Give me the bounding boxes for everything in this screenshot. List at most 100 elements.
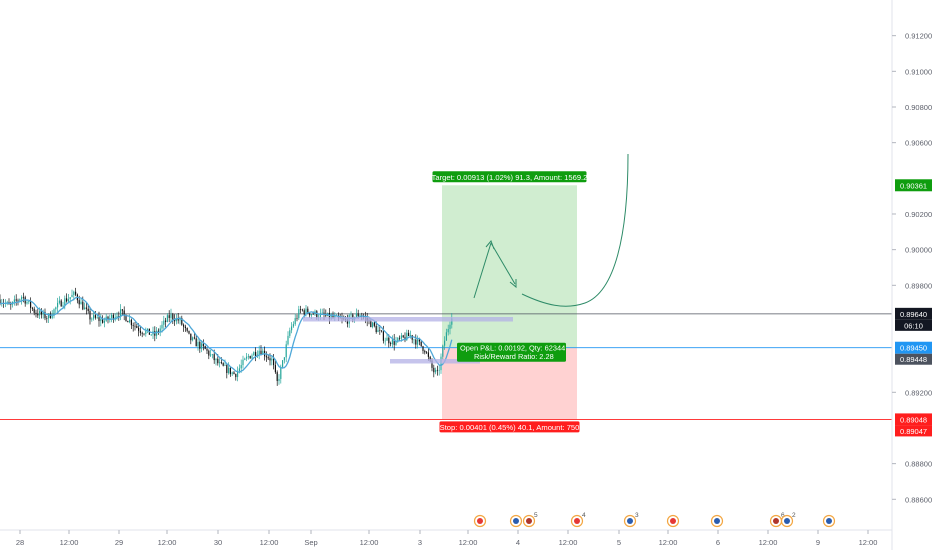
event-count: 2 xyxy=(792,512,796,519)
candle-body xyxy=(163,320,165,325)
price-scale[interactable]: 0.91200 0.91000 0.90800 0.90600 0.90200 0.900… xyxy=(892,32,932,505)
candle-body xyxy=(444,340,446,346)
candle-body xyxy=(132,325,134,326)
event-flag-fill xyxy=(526,518,532,524)
event-flag-fill xyxy=(574,518,580,524)
candle-body xyxy=(183,324,185,327)
candle-body xyxy=(431,360,433,368)
candle-body xyxy=(296,318,298,319)
event-marker[interactable] xyxy=(473,514,487,528)
candle-body xyxy=(30,301,32,308)
candle-body xyxy=(418,339,420,342)
candle-body xyxy=(44,311,46,319)
entry-price-tag: 0.89450 xyxy=(900,344,927,353)
candle-body xyxy=(199,342,201,349)
candle-body xyxy=(166,315,168,322)
candle-body xyxy=(429,356,431,361)
candle-body xyxy=(125,314,127,322)
candle-body xyxy=(195,338,197,347)
candle-body xyxy=(438,370,440,371)
candle-body xyxy=(242,359,244,366)
candle-body xyxy=(244,358,246,360)
candle-body xyxy=(175,317,177,322)
candle-body xyxy=(253,352,255,356)
resistance-zone[interactable] xyxy=(303,317,513,322)
long-position-tool[interactable] xyxy=(442,185,577,420)
stop-label: Stop: 0.00401 (0.45%) 40.1, Amount: 750 xyxy=(440,423,580,432)
candle-body xyxy=(231,372,233,375)
time-tick-label: 12:00 xyxy=(260,538,279,547)
candle-body xyxy=(273,358,275,366)
candle-body xyxy=(217,358,219,364)
target-label: Target: 0.00913 (1.02%) 91.3, Amount: 15… xyxy=(432,173,588,182)
candle-body xyxy=(377,330,379,333)
projection-path[interactable] xyxy=(473,153,629,307)
event-marker[interactable] xyxy=(822,514,836,528)
open-pnl-box xyxy=(457,342,566,362)
candle-body xyxy=(359,315,361,317)
candle-body xyxy=(49,313,51,318)
event-marker[interactable]: 4 xyxy=(570,512,587,528)
candle-body xyxy=(123,310,125,315)
candle-body xyxy=(58,300,60,303)
candle-body xyxy=(291,326,293,331)
stop-alt-box xyxy=(895,425,932,437)
candle-body xyxy=(136,326,138,328)
candle-body xyxy=(280,367,282,379)
candle-body xyxy=(84,307,86,310)
candle-body xyxy=(235,374,237,378)
candle-body xyxy=(129,319,131,323)
candle-body xyxy=(48,313,50,319)
time-tick-label: 12:00 xyxy=(659,538,678,547)
candle-body xyxy=(206,348,208,351)
candle-body xyxy=(82,301,84,310)
candle-body xyxy=(53,309,55,316)
candle-body xyxy=(55,307,57,310)
bid-price-tag: 0.89448 xyxy=(900,355,927,364)
candle-body xyxy=(80,301,82,305)
candle-body xyxy=(116,315,118,318)
event-marker[interactable]: 3 xyxy=(623,512,640,528)
event-flag-fill xyxy=(714,518,720,524)
candle-body xyxy=(143,333,145,335)
candle-body xyxy=(303,310,305,315)
event-flag-fill xyxy=(826,518,832,524)
candle-body xyxy=(147,328,149,331)
time-scale[interactable]: 28 12:00 29 12:00 30 12:00 Sep 12:00 3 12:00 4 12:0… xyxy=(16,530,878,547)
candle-body xyxy=(251,355,253,359)
stop-label-box xyxy=(439,421,580,433)
event-marker[interactable] xyxy=(509,514,523,528)
event-marker[interactable] xyxy=(710,514,724,528)
event-marker[interactable]: 5 xyxy=(522,512,539,528)
support-zone[interactable] xyxy=(390,359,480,364)
price-tick-label: 0.89800 xyxy=(905,281,932,290)
countdown-tag: 06:10 xyxy=(904,321,923,330)
candle-body xyxy=(262,350,264,355)
time-tick-label: 3 xyxy=(418,538,422,547)
user-drawings[interactable] xyxy=(303,153,629,364)
candle-body xyxy=(75,291,77,295)
candle-body xyxy=(46,318,48,319)
open-pnl-label: Open P&L: 0.00192, Qty: 62344 xyxy=(460,344,565,353)
candle-body xyxy=(442,345,444,357)
time-tick-label: 4 xyxy=(516,538,520,547)
target-zone[interactable] xyxy=(442,185,577,348)
candle-body xyxy=(134,325,136,327)
time-tick-label: 12:00 xyxy=(360,538,379,547)
event-marker[interactable] xyxy=(666,514,680,528)
candle-body xyxy=(17,300,19,302)
candle-body xyxy=(202,343,204,347)
candle-body xyxy=(276,372,278,381)
position-labels: Target: 0.00913 (1.02%) 91.3, Amount: 15… xyxy=(432,171,588,433)
candle-body xyxy=(417,339,419,345)
candle-body xyxy=(332,315,334,318)
candle-body xyxy=(271,358,273,361)
candle-body xyxy=(274,365,276,373)
candle-body xyxy=(258,350,260,355)
candle-body xyxy=(399,337,401,339)
time-tick-label: 6 xyxy=(716,538,720,547)
event-marker[interactable]: 2 xyxy=(780,512,797,528)
event-marker[interactable]: 6 xyxy=(769,512,786,528)
